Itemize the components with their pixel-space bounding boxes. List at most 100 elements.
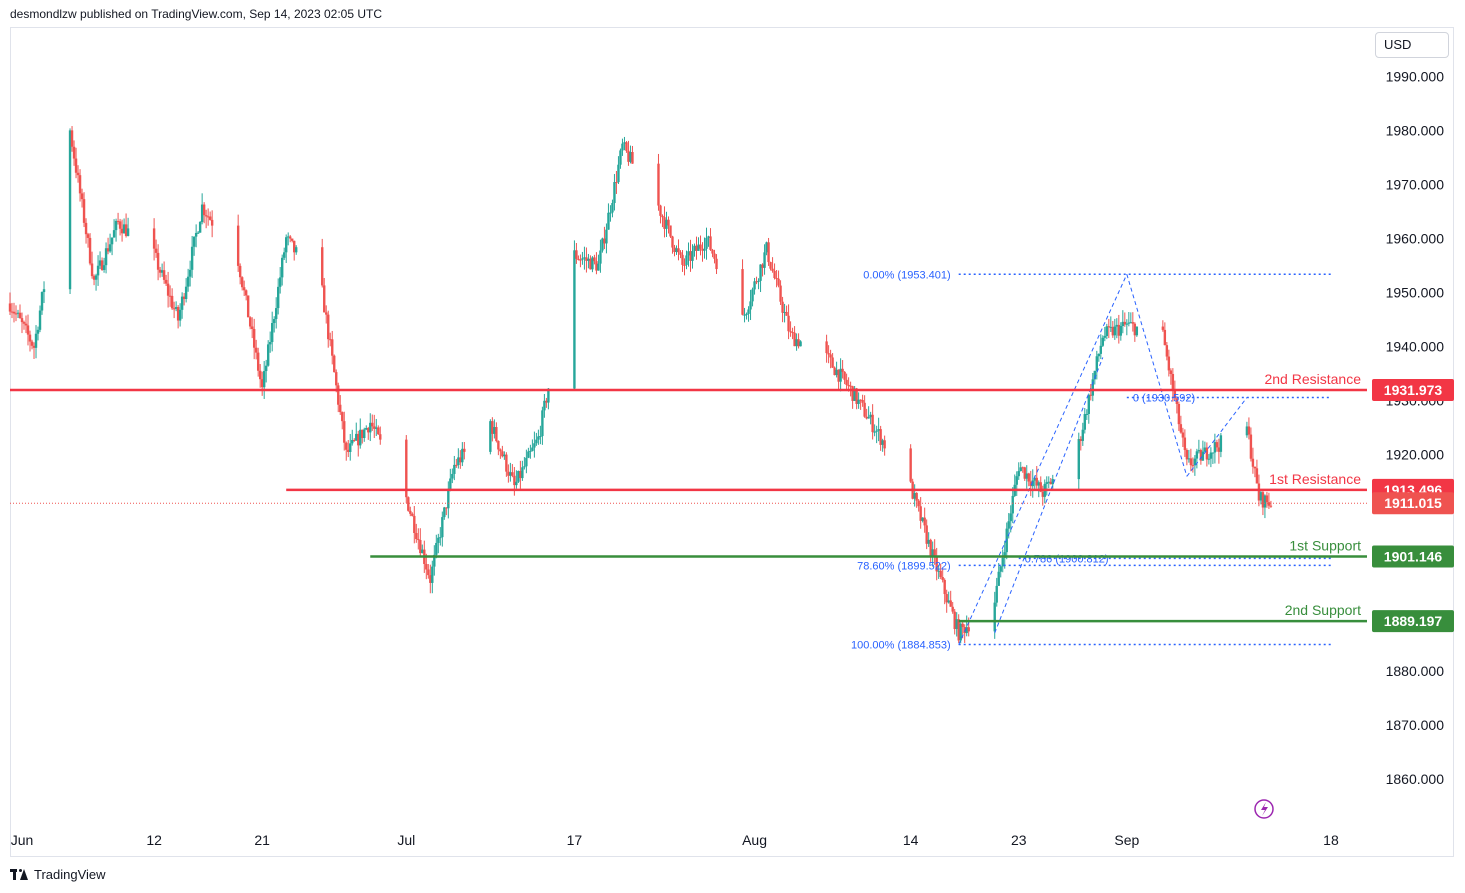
candle-body: [781, 301, 784, 313]
candle-body: [693, 245, 696, 251]
candle-body: [355, 433, 358, 441]
candle-body: [609, 212, 612, 214]
candle-body: [174, 307, 178, 309]
candle-body: [1267, 502, 1271, 506]
candle-body: [1087, 394, 1090, 414]
candle-body: [701, 248, 704, 251]
chart-frame: [10, 27, 1454, 857]
candle-body: [925, 525, 928, 544]
candle-body: [168, 295, 172, 297]
candle-body: [1247, 426, 1251, 435]
fib-trendline: [994, 357, 1104, 634]
candle-body: [36, 329, 40, 334]
candle-body: [793, 332, 796, 347]
price-tick-label: 1980.000: [1386, 123, 1445, 139]
candle-body: [595, 261, 598, 271]
candle-body: [685, 255, 688, 265]
candle-body: [1035, 477, 1038, 486]
candle-body: [463, 448, 466, 452]
candle-body: [779, 285, 782, 302]
candle-body: [106, 248, 110, 252]
fib-trendline: [1186, 397, 1248, 477]
candle-body: [1253, 466, 1257, 469]
candle-body: [509, 472, 512, 476]
currency-selector[interactable]: USD: [1375, 32, 1449, 58]
candle-body: [246, 295, 250, 318]
candle-body: [411, 513, 414, 516]
candle-body: [291, 238, 294, 241]
level-price-badge-bg: [1372, 610, 1454, 633]
lightning-icon[interactable]: [1254, 799, 1274, 819]
candle-body: [1255, 468, 1259, 484]
candle-body: [759, 264, 762, 281]
candle-body: [709, 236, 712, 250]
candle-body: [242, 287, 246, 291]
level-price-badge-bg: [1372, 379, 1454, 402]
candle-body: [210, 219, 214, 226]
candle-body: [547, 388, 550, 403]
fib-level-label: 100.00% (1884.853): [851, 640, 951, 652]
candle-body: [293, 240, 296, 253]
candle-body: [118, 221, 122, 229]
candle-body: [1009, 513, 1012, 522]
time-tick-label: 21: [254, 832, 270, 848]
candle-body: [166, 283, 170, 296]
candle-body: [957, 619, 960, 641]
candle-body: [351, 439, 354, 444]
candle-body: [1021, 467, 1024, 469]
candle-body: [881, 440, 884, 445]
level-price-badge: 1931.973: [1384, 382, 1443, 398]
candle-body: [503, 454, 506, 457]
candle-body: [1219, 435, 1223, 452]
candle-body: [1099, 345, 1103, 354]
level-label: 2nd Resistance: [1264, 371, 1361, 387]
candle-body: [837, 369, 840, 382]
candle-body: [605, 229, 608, 244]
candle-body: [757, 280, 760, 282]
time-tick-label: 12: [146, 832, 162, 848]
candle-body: [343, 421, 346, 443]
candle-body: [1081, 429, 1084, 441]
candle-body: [771, 268, 774, 271]
candle-body: [363, 429, 366, 438]
candle-body: [86, 234, 90, 238]
candle-body: [521, 467, 524, 479]
candle-body: [691, 250, 694, 261]
candle-body: [791, 332, 794, 334]
candle-body: [673, 247, 676, 253]
candle-body: [855, 388, 858, 404]
candle-body: [847, 384, 850, 386]
candle-body: [1111, 326, 1115, 336]
candle-body: [707, 236, 710, 238]
candle-body: [591, 257, 594, 270]
candle-body: [124, 224, 128, 236]
candle-body: [236, 225, 240, 266]
candle-body: [1169, 370, 1173, 375]
candle-body: [289, 236, 292, 239]
candle-body: [941, 577, 944, 580]
candle-body: [369, 422, 372, 433]
candle-body: [657, 163, 660, 206]
candle-body: [761, 264, 764, 268]
candle-body: [285, 237, 288, 253]
time-tick-label: Jun: [11, 832, 34, 848]
candle-body: [677, 248, 680, 253]
candle-body: [116, 220, 120, 222]
candle-body: [745, 313, 748, 315]
candle-body: [16, 312, 20, 314]
candle-body: [377, 427, 380, 435]
candle-body: [599, 250, 602, 264]
candle-body: [1201, 451, 1205, 461]
candle-body: [1119, 326, 1123, 336]
tradingview-logo-icon: [10, 868, 28, 881]
candle-body: [329, 339, 332, 341]
candle-body: [951, 606, 954, 612]
candle-body: [743, 314, 746, 316]
candle-body: [867, 417, 870, 419]
candle-body: [541, 410, 544, 437]
footer-brand[interactable]: TradingView: [10, 867, 106, 882]
candle-body: [523, 466, 526, 468]
candle-body: [413, 515, 416, 534]
candle-body: [1195, 451, 1199, 459]
